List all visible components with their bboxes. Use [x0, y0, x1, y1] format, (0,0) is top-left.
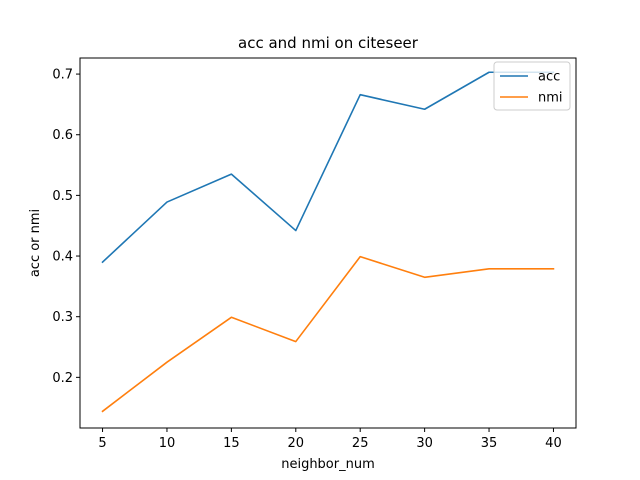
legend: acc nmi	[493, 61, 571, 111]
chart-title: acc and nmi on citeseer	[238, 34, 419, 52]
y-axis-ticks: 0.2 0.3 0.4 0.5 0.6 0.7	[52, 68, 80, 386]
legend-box	[493, 61, 571, 111]
y-tick-label: 0.6	[52, 128, 73, 143]
y-tick-label: 0.4	[52, 250, 73, 265]
plot-area-frame	[79, 57, 577, 429]
x-tick-label: 30	[416, 436, 433, 451]
series-line-acc	[101, 71, 555, 264]
plot-lines	[101, 71, 555, 413]
x-tick-label: 10	[159, 436, 176, 451]
y-tick-label: 0.3	[52, 310, 73, 325]
legend-label-nmi: nmi	[538, 91, 563, 106]
y-tick-label: 0.5	[52, 189, 73, 204]
x-tick-label: 15	[223, 436, 240, 451]
x-tick-label: 40	[545, 436, 562, 451]
legend-label-acc: acc	[538, 70, 560, 85]
x-tick-label: 20	[288, 436, 305, 451]
x-tick-label: 35	[481, 436, 498, 451]
x-axis-ticks: 5 10 15 20 25 30 35 40	[98, 428, 562, 451]
y-tick-label: 0.7	[52, 68, 73, 83]
x-tick-label: 5	[98, 436, 106, 451]
series-line-nmi	[101, 255, 555, 413]
y-tick-label: 0.2	[52, 371, 73, 386]
x-axis-label: neighbor_num	[281, 457, 375, 472]
y-axis-label: acc or nmi	[28, 209, 43, 277]
x-tick-label: 25	[352, 436, 369, 451]
